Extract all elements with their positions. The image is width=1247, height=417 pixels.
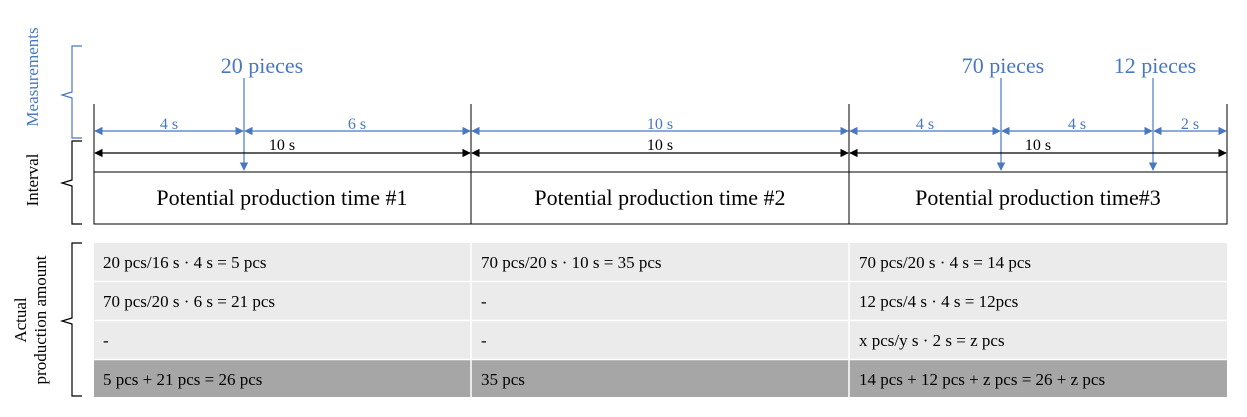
table-cell-total: 14 pcs + 12 pcs + z pcs = 26 + z pcs	[859, 370, 1105, 389]
measurements-brace	[59, 45, 82, 139]
table-row	[94, 282, 1227, 320]
interval-title-2: Potential production time #2	[534, 185, 785, 210]
interval-dim-label-1: 10 s	[269, 137, 295, 154]
measurement-label-1: 20 pieces	[221, 53, 303, 78]
table-cell: 70 pcs/20 s · 4 s = 14 pcs	[859, 253, 1031, 272]
measurement-label-2: 70 pieces	[962, 53, 1044, 78]
table-cell: -	[103, 331, 109, 350]
blue-dim-label-5: 4 s	[1068, 116, 1086, 133]
production-table: 20 pcs/16 s · 4 s = 5 pcs 70 pcs/20 s · …	[94, 243, 1227, 397]
interval-title-3: Potential production time#3	[915, 185, 1161, 210]
table-row	[94, 243, 1227, 281]
blue-dim-label-3: 10 s	[647, 116, 673, 133]
interval-box-1	[93, 171, 472, 225]
measurements-label: Measurements	[23, 27, 42, 126]
blue-dim-label-6: 2 s	[1181, 116, 1199, 133]
blue-dim-label-1: 4 s	[160, 116, 178, 133]
interval-brace	[59, 140, 82, 225]
table-cell: 20 pcs/16 s · 4 s = 5 pcs	[103, 253, 267, 272]
interval-box-3	[848, 171, 1228, 225]
interval-dim-label-2: 10 s	[647, 137, 673, 154]
table-cell: 12 pcs/4 s · 4 s = 12pcs	[859, 292, 1018, 311]
table-cell-total: 35 pcs	[481, 370, 525, 389]
actual-brace	[59, 242, 82, 397]
table-cell: 70 pcs/20 s · 10 s = 35 pcs	[481, 253, 662, 272]
interval-label: Interval	[23, 153, 42, 206]
table-cell: x pcs/y s · 2 s = z pcs	[859, 331, 1005, 350]
table-row-total	[94, 360, 1227, 397]
blue-dim-label-2: 6 s	[348, 116, 366, 133]
actual-label-line1: Actual	[11, 297, 30, 343]
interval-box-2	[470, 171, 850, 225]
table-cell: 70 pcs/20 s · 6 s = 21 pcs	[103, 292, 275, 311]
measurement-label-3: 12 pieces	[1114, 53, 1196, 78]
interval-title-1: Potential production time #1	[156, 185, 407, 210]
interval-dim-label-3: 10 s	[1025, 137, 1051, 154]
table-cell-total: 5 pcs + 21 pcs = 26 pcs	[103, 370, 262, 389]
actual-label-line2: production amount	[31, 255, 50, 384]
table-cell: -	[481, 331, 487, 350]
blue-dim-label-4: 4 s	[916, 116, 934, 133]
table-row	[94, 321, 1227, 359]
table-cell: -	[481, 292, 487, 311]
